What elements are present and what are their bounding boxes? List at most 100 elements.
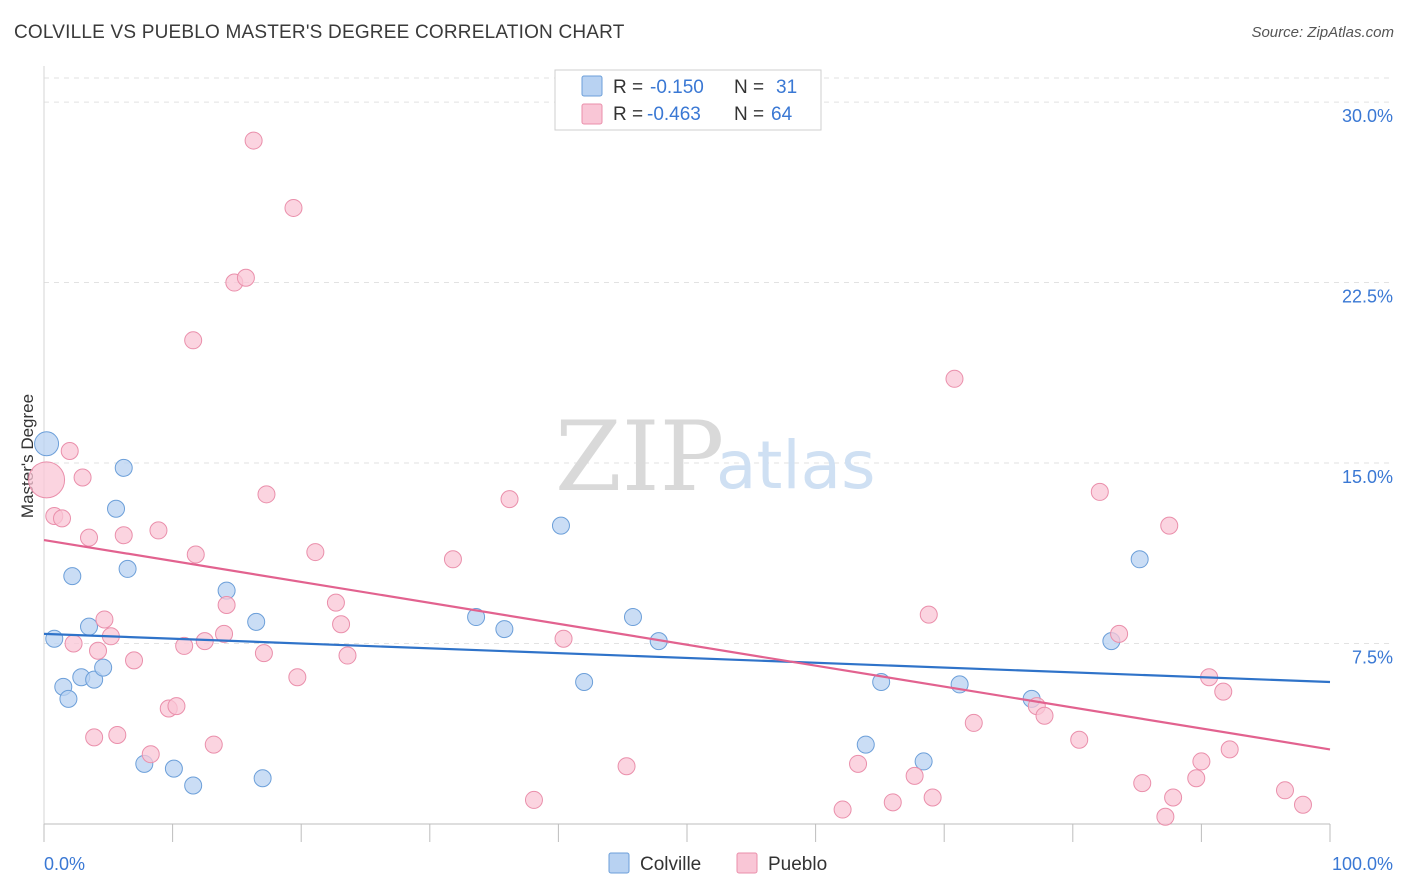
- pueblo-point: [184, 331, 203, 350]
- stats-n-value-pueblo: 64: [771, 104, 793, 125]
- pueblo-point: [905, 766, 924, 785]
- y-tick-label: 7.5%: [1352, 648, 1393, 668]
- pueblo-point: [85, 728, 104, 747]
- stats-r-label-colville: R =: [613, 77, 643, 98]
- pueblo-point: [332, 615, 351, 634]
- data-points: [28, 131, 1312, 826]
- watermark-zip: ZIP: [555, 401, 724, 513]
- pueblo-point: [114, 526, 133, 545]
- source-note: Source: ZipAtlas.com: [1251, 24, 1394, 41]
- y-tick-label: 22.5%: [1342, 287, 1393, 307]
- stats-r-value-colville: -0.150: [650, 77, 704, 98]
- pueblo-point: [254, 644, 273, 663]
- pueblo-point: [53, 509, 72, 528]
- pueblo-point: [923, 788, 942, 807]
- colville-point: [184, 776, 203, 795]
- pueblo-point: [80, 528, 99, 547]
- pueblo-point: [95, 610, 114, 629]
- pueblo-point: [186, 545, 205, 564]
- watermark-atlas: atlas: [716, 427, 876, 504]
- pueblo-point: [215, 624, 234, 643]
- stats-legend-swatch-colville: [581, 75, 603, 97]
- pueblo-point: [257, 485, 276, 504]
- colville-point: [34, 431, 60, 457]
- stats-r-value-pueblo: -0.463: [647, 104, 701, 125]
- pueblo-point: [306, 543, 325, 562]
- pueblo-point: [73, 468, 92, 487]
- trend-lines: [43, 538, 1331, 751]
- pueblo-point: [28, 461, 66, 499]
- pueblo-point: [284, 198, 303, 217]
- pueblo-point: [64, 634, 83, 653]
- stats-n-label-colville: N =: [734, 77, 764, 98]
- colville-point: [551, 516, 570, 535]
- series-legend-swatch-colville: [608, 852, 630, 874]
- stats-legend-swatch-pueblo: [581, 103, 603, 125]
- colville-point: [1130, 550, 1149, 569]
- pueblo-point: [833, 800, 852, 819]
- stats-n-value-colville: 31: [776, 77, 797, 98]
- pueblo-point: [849, 754, 868, 773]
- pueblo-point: [60, 442, 79, 460]
- pueblo-point: [1070, 730, 1089, 749]
- pueblo-point: [108, 725, 127, 744]
- pueblo-point: [236, 268, 255, 287]
- y-tick-label: 30.0%: [1342, 106, 1393, 126]
- colville-trend-line: [43, 632, 1331, 684]
- pueblo-point: [1090, 482, 1109, 501]
- colville-point: [118, 559, 137, 578]
- colville-point: [495, 620, 514, 639]
- stats-n-label-pueblo: N =: [734, 104, 764, 125]
- pueblo-point: [617, 757, 636, 776]
- pueblo-point: [524, 790, 543, 809]
- pueblo-point: [1275, 781, 1294, 800]
- pueblo-point: [1220, 740, 1239, 759]
- pueblo-point: [554, 629, 573, 648]
- pueblo-point: [964, 713, 983, 732]
- colville-point: [107, 499, 126, 518]
- pueblo-point: [149, 521, 168, 540]
- pueblo-point: [167, 697, 186, 716]
- pueblo-point: [1192, 752, 1211, 771]
- colville-point: [253, 769, 272, 788]
- pueblo-trend-line: [43, 538, 1331, 751]
- series-legend-label-pueblo: Pueblo: [768, 854, 827, 875]
- pueblo-point: [443, 550, 462, 569]
- series-legend-label-colville: Colville: [640, 854, 701, 875]
- pueblo-point: [500, 490, 519, 509]
- colville-point: [623, 608, 642, 627]
- tick-labels: 7.5% 15.0% 22.5% 30.0% 0.0% 100.0%: [44, 106, 1393, 874]
- pueblo-point: [1214, 682, 1233, 701]
- pueblo-point: [919, 605, 938, 624]
- pueblo-point: [1164, 788, 1183, 807]
- series-legend: Colville Pueblo: [608, 852, 827, 875]
- pueblo-point: [338, 646, 357, 665]
- pueblo-point: [1187, 769, 1206, 788]
- pueblo-point: [1156, 807, 1175, 826]
- chart-title: COLVILLE VS PUEBLO MASTER'S DEGREE CORRE…: [14, 22, 625, 43]
- pueblo-point: [288, 668, 307, 687]
- colville-point: [114, 458, 133, 477]
- colville-point: [164, 759, 183, 778]
- x-tick-label: 100.0%: [1332, 854, 1393, 874]
- colville-point: [247, 612, 266, 631]
- pueblo-point: [244, 131, 263, 150]
- pueblo-point: [326, 593, 345, 612]
- colville-point: [45, 629, 64, 648]
- colville-point: [80, 617, 99, 636]
- pueblo-point: [204, 735, 223, 754]
- pueblo-point: [1293, 795, 1312, 814]
- colville-point: [914, 752, 933, 771]
- y-axis-label: Master's Degree: [18, 394, 37, 518]
- pueblo-point: [175, 636, 194, 655]
- pueblo-point: [141, 745, 160, 764]
- pueblo-point: [217, 596, 236, 615]
- colville-point: [856, 735, 875, 754]
- x-tick-label: 0.0%: [44, 854, 85, 874]
- pueblo-point: [89, 641, 108, 660]
- colville-point: [85, 670, 104, 689]
- pueblo-point: [1160, 516, 1179, 535]
- series-legend-swatch-pueblo: [736, 852, 758, 874]
- pueblo-point: [1110, 624, 1129, 643]
